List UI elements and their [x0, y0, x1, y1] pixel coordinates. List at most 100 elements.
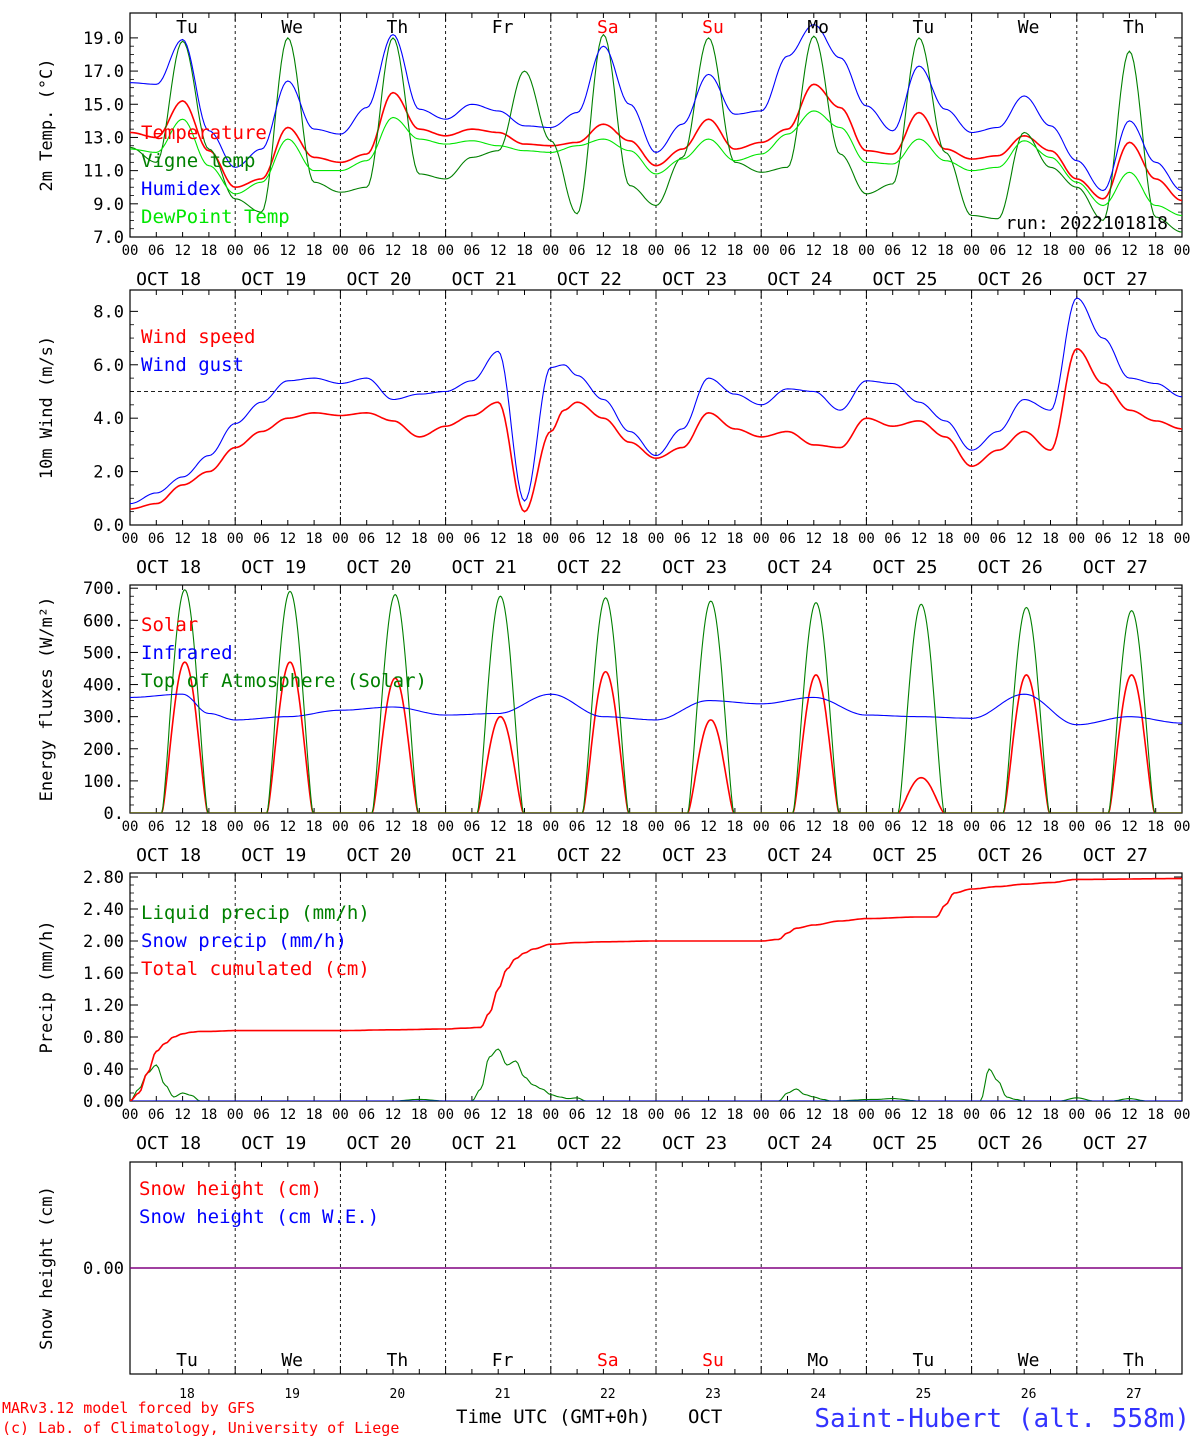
hour-tick-label: 06 — [989, 1107, 1006, 1123]
series-line — [130, 877, 1182, 1101]
hour-tick-label: 18 — [411, 531, 428, 547]
legend-entry: Snow precip (mm/h) — [141, 930, 347, 952]
date-label: OCT 24 — [767, 269, 832, 290]
panel-precip: 0.00 0.40 0.80 1.20 1.60 2.00 2.40 2.80 Precip (… — [37, 868, 1190, 1154]
hour-tick-label: 12 — [911, 243, 928, 259]
hour-tick-label: 12 — [1121, 819, 1138, 835]
date-label: OCT 23 — [662, 557, 727, 578]
hour-tick-label: 06 — [884, 819, 901, 835]
hour-tick-label: 18 — [621, 1107, 638, 1123]
hour-tick-label: 06 — [1095, 531, 1112, 547]
hour-tick-label: 12 — [700, 819, 717, 835]
series-group — [130, 589, 1182, 813]
date-label: OCT 26 — [978, 845, 1043, 866]
hour-tick-label: 06 — [253, 819, 270, 835]
y-tick-label: 8.0 — [93, 302, 124, 322]
series-line — [130, 297, 1182, 505]
day-number-label: 24 — [810, 1387, 826, 1402]
hour-tick-label: 00 — [753, 819, 770, 835]
hour-tick-label: 18 — [937, 819, 954, 835]
y-tick-label: 2.40 — [83, 900, 124, 920]
hour-tick-label: 12 — [490, 531, 507, 547]
hour-tick-label: 18 — [621, 819, 638, 835]
hour-tick-label: 00 — [227, 819, 244, 835]
legend-entry: Top of Atmosphere (Solar) — [141, 670, 427, 692]
hour-tick-label: 12 — [1121, 531, 1138, 547]
hour-tick-label: 00 — [227, 531, 244, 547]
series-group — [130, 877, 1182, 1101]
hour-tick-label: 18 — [516, 1107, 533, 1123]
day-name-label: Sa — [597, 17, 619, 38]
panel-energy: 0. 100. 200. 300. 400. 500. 600. 700. Energy flu… — [37, 579, 1190, 866]
y-tick-label: 2.0 — [93, 463, 124, 483]
hour-tick-label: 00 — [332, 819, 349, 835]
hour-tick-label: 00 — [1068, 819, 1085, 835]
hour-tick-label: 06 — [463, 531, 480, 547]
hour-tick-label: 06 — [779, 819, 796, 835]
day-name-label: Tu — [913, 1350, 935, 1371]
hour-tick-label: 00 — [1068, 531, 1085, 547]
date-label: OCT 19 — [241, 557, 306, 578]
hour-tick-label: 12 — [805, 531, 822, 547]
date-label: OCT 25 — [872, 269, 937, 290]
hour-tick-label: 00 — [227, 243, 244, 259]
hour-tick-label: 12 — [1121, 1107, 1138, 1123]
hour-tick-label: 18 — [1147, 1107, 1164, 1123]
hour-tick-label: 00 — [122, 531, 139, 547]
legend-entry: Infrared — [141, 642, 233, 664]
hour-tick-label: 18 — [832, 819, 849, 835]
hour-tick-label: 12 — [805, 1107, 822, 1123]
legend-entry: Humidex — [141, 178, 221, 200]
y-tick-label: 500. — [83, 643, 124, 663]
hour-tick-label: 18 — [832, 531, 849, 547]
hour-tick-label: 00 — [1068, 1107, 1085, 1123]
hour-tick-label: 06 — [1095, 1107, 1112, 1123]
hour-tick-label: 00 — [963, 819, 980, 835]
date-label: OCT 24 — [767, 1133, 832, 1154]
hour-tick-label: 18 — [1042, 243, 1059, 259]
hour-tick-label: 18 — [832, 1107, 849, 1123]
hour-tick-label: 06 — [569, 243, 586, 259]
hour-tick-label: 00 — [1174, 1107, 1191, 1123]
hour-tick-label: 06 — [358, 819, 375, 835]
date-label: OCT 25 — [872, 557, 937, 578]
hour-tick-label: 18 — [726, 1107, 743, 1123]
y-tick-label: 0.0 — [93, 516, 124, 536]
hour-tick-label: 12 — [1016, 243, 1033, 259]
y-tick-label: 0.40 — [83, 1060, 124, 1080]
date-label: OCT 20 — [346, 845, 411, 866]
hour-tick-label: 18 — [306, 243, 323, 259]
hour-tick-label: 00 — [858, 243, 875, 259]
hour-tick-label: 12 — [805, 819, 822, 835]
day-name-label: Th — [387, 17, 409, 38]
hour-tick-label: 18 — [516, 819, 533, 835]
hour-tick-label: 00 — [858, 819, 875, 835]
hour-tick-label: 00 — [437, 1107, 454, 1123]
legend-entry: Total cumulated (cm) — [141, 958, 370, 980]
date-label: OCT 18 — [136, 557, 201, 578]
day-name-label: Fr — [492, 1350, 514, 1371]
y-tick-label: 11.0 — [83, 162, 124, 182]
hour-tick-label: 18 — [726, 531, 743, 547]
hour-tick-label: 06 — [148, 531, 165, 547]
hour-tick-label: 00 — [1174, 531, 1191, 547]
hour-tick-label: 06 — [358, 531, 375, 547]
date-label: OCT 27 — [1083, 1133, 1148, 1154]
hour-tick-label: 06 — [569, 819, 586, 835]
day-number-label: 23 — [705, 1387, 721, 1402]
hour-tick-label: 12 — [385, 1107, 402, 1123]
hour-tick-label: 12 — [700, 243, 717, 259]
date-label: OCT 19 — [241, 845, 306, 866]
date-label: OCT 21 — [452, 1133, 517, 1154]
date-label: OCT 21 — [452, 845, 517, 866]
date-label: OCT 18 — [136, 1133, 201, 1154]
day-name-label: Su — [702, 1350, 724, 1371]
date-label: OCT 27 — [1083, 845, 1148, 866]
y-tick-label: 6.0 — [93, 356, 124, 376]
y-tick-label: 100. — [83, 772, 124, 792]
hour-tick-label: 18 — [832, 243, 849, 259]
day-number-label: 20 — [390, 1387, 406, 1402]
hour-tick-label: 06 — [1095, 819, 1112, 835]
hour-tick-label: 00 — [1174, 243, 1191, 259]
